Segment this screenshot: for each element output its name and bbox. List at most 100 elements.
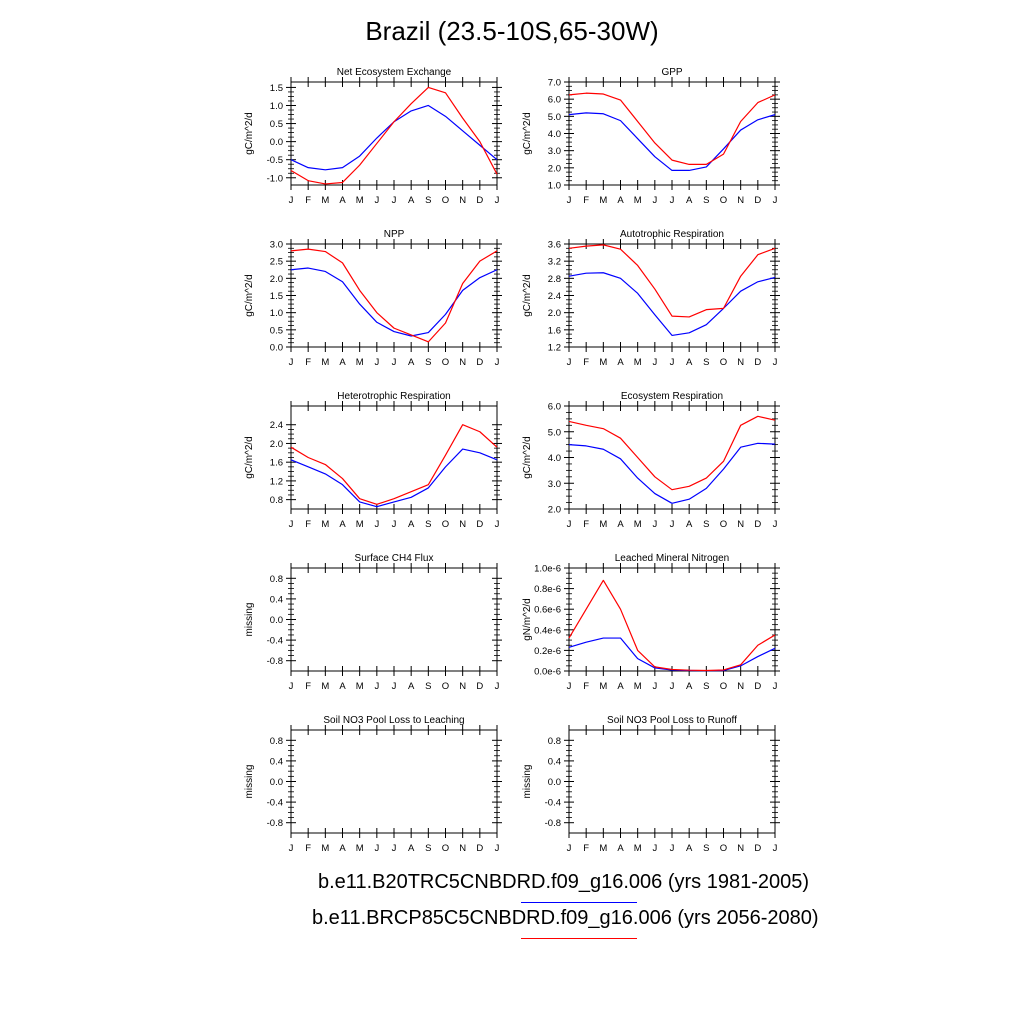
plot-frame	[568, 405, 776, 510]
y-tick-label: 0.0	[270, 137, 283, 148]
y-tick-label: -0.4	[545, 798, 561, 809]
x-tick-label: M	[356, 681, 364, 692]
x-tick-label: A	[617, 195, 624, 206]
y-tick-label: 1.6	[270, 458, 283, 469]
x-tick-label: A	[408, 519, 415, 530]
x-tick-label: D	[476, 681, 483, 692]
y-tick-label: 7.0	[548, 78, 561, 89]
y-tick-label: 2.5	[270, 257, 283, 268]
x-tick-label: J	[652, 843, 657, 854]
y-tick-label: 0.8e-6	[534, 584, 561, 595]
y-tick-label: 2.0	[270, 439, 283, 450]
series-line-1	[290, 104, 498, 171]
y-tick-label: 1.2	[548, 343, 561, 354]
x-tick-label: A	[686, 357, 693, 368]
y-tick-label: 1.2	[270, 476, 283, 487]
y-tick-label: -0.8	[267, 656, 283, 667]
x-tick-label: N	[737, 843, 744, 854]
x-tick-label: A	[408, 843, 415, 854]
x-tick-label: J	[289, 681, 294, 692]
x-tick-label: J	[652, 195, 657, 206]
x-tick-label: D	[754, 357, 761, 368]
x-tick-label: S	[703, 519, 709, 530]
x-tick-label: M	[321, 195, 329, 206]
x-tick-label: F	[583, 357, 589, 368]
x-tick-label: J	[773, 357, 778, 368]
x-tick-label: N	[459, 519, 466, 530]
y-axis-label: gC/m^2/d	[522, 112, 533, 155]
y-tick-label: 2.0	[548, 308, 561, 319]
panel-title: GPP	[661, 67, 682, 78]
x-tick-label: M	[321, 681, 329, 692]
x-tick-label: S	[425, 357, 431, 368]
x-tick-label: S	[703, 357, 709, 368]
y-axis-label: gC/m^2/d	[244, 274, 255, 317]
series-line-2	[290, 248, 498, 343]
x-tick-label: J	[773, 843, 778, 854]
y-tick-label: 0.8	[270, 736, 283, 747]
x-tick-label: D	[476, 843, 483, 854]
x-tick-label: J	[374, 843, 379, 854]
x-tick-label: M	[321, 519, 329, 530]
x-tick-label: M	[321, 357, 329, 368]
y-axis-label: missing	[244, 603, 255, 637]
x-tick-label: F	[583, 195, 589, 206]
y-tick-label: 0.6e-6	[534, 605, 561, 616]
panel-title: NPP	[384, 229, 405, 240]
x-tick-label: S	[425, 843, 431, 854]
x-tick-label: O	[720, 519, 727, 530]
y-tick-label: 2.4	[548, 291, 561, 302]
x-tick-label: M	[599, 843, 607, 854]
x-tick-label: N	[459, 357, 466, 368]
x-tick-label: D	[754, 681, 761, 692]
y-axis-label: gC/m^2/d	[244, 436, 255, 479]
x-tick-label: O	[720, 195, 727, 206]
x-tick-label: O	[442, 519, 449, 530]
y-tick-label: -0.4	[267, 636, 283, 647]
x-tick-label: D	[476, 357, 483, 368]
x-tick-label: M	[634, 519, 642, 530]
x-tick-label: N	[737, 681, 744, 692]
y-tick-label: 3.0	[548, 479, 561, 490]
x-tick-label: O	[442, 357, 449, 368]
x-tick-label: O	[442, 195, 449, 206]
series-line-2	[568, 244, 776, 318]
y-axis-label: gC/m^2/d	[244, 112, 255, 155]
x-tick-label: A	[408, 681, 415, 692]
legend-entry-2: b.e11.BRCP85C5CNBDRD.f09_g16.006 (yrs 20…	[312, 907, 819, 929]
x-tick-label: J	[567, 681, 572, 692]
x-tick-label: M	[321, 843, 329, 854]
x-tick-label: J	[392, 357, 397, 368]
x-tick-label: O	[720, 357, 727, 368]
x-tick-label: J	[392, 519, 397, 530]
y-tick-label: 4.0	[548, 129, 561, 140]
x-tick-label: J	[670, 357, 675, 368]
series-line-2	[568, 415, 776, 491]
x-tick-label: J	[670, 843, 675, 854]
figure-title: Brazil (23.5-10S,65-30W)	[365, 16, 659, 46]
x-tick-label: J	[670, 195, 675, 206]
y-tick-label: 1.0	[270, 308, 283, 319]
y-tick-label: 0.4	[270, 756, 283, 767]
x-tick-label: J	[289, 195, 294, 206]
x-tick-label: M	[599, 357, 607, 368]
series-line-1	[568, 272, 776, 337]
x-tick-label: J	[392, 195, 397, 206]
panel-title: Soil NO3 Pool Loss to Runoff	[607, 715, 737, 726]
x-tick-label: A	[686, 681, 693, 692]
series-line-2	[290, 424, 498, 505]
x-tick-label: J	[289, 843, 294, 854]
y-tick-label: 0.0	[270, 777, 283, 788]
x-tick-label: J	[392, 681, 397, 692]
x-tick-label: D	[754, 195, 761, 206]
x-tick-label: J	[495, 681, 500, 692]
x-tick-label: A	[617, 357, 624, 368]
x-tick-label: D	[476, 195, 483, 206]
y-tick-label: 0.0e-6	[534, 667, 561, 678]
x-tick-label: J	[495, 357, 500, 368]
x-tick-label: A	[686, 195, 693, 206]
x-tick-label: F	[305, 357, 311, 368]
y-tick-label: 1.6	[548, 325, 561, 336]
x-tick-label: N	[459, 843, 466, 854]
